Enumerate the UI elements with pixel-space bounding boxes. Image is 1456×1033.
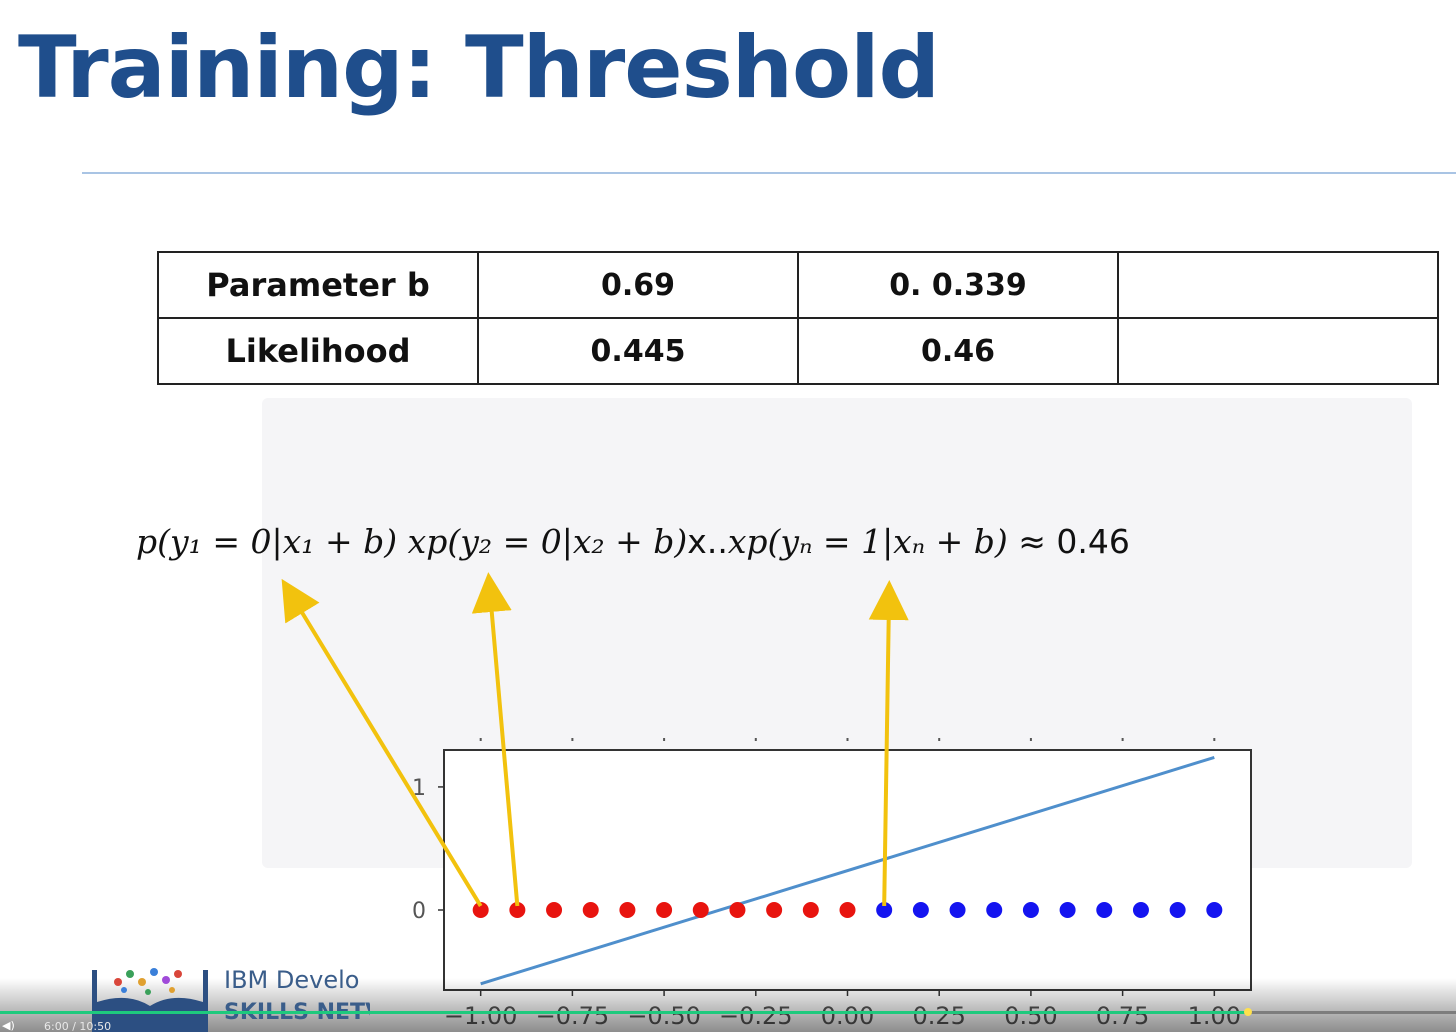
class-1-point bbox=[1132, 902, 1149, 918]
class-1-point bbox=[1059, 902, 1076, 918]
table-row-parameter: Parameter b 0.69 0. 0.339 bbox=[157, 251, 1439, 319]
x-tick-label: −0.75 bbox=[536, 1002, 610, 1030]
class-0-point bbox=[656, 902, 673, 918]
annotation-arrow bbox=[471, 572, 520, 907]
model-line bbox=[480, 755, 1215, 986]
x-tick-label: −1.00 bbox=[444, 1002, 518, 1030]
class-0-point bbox=[839, 902, 856, 918]
table-cell: 0.69 bbox=[477, 251, 799, 319]
skills-network-logo-icon bbox=[92, 968, 208, 1032]
table-cell: 0. 0.339 bbox=[797, 251, 1119, 319]
class-1-point bbox=[1022, 902, 1039, 918]
video-controls-overlay bbox=[0, 978, 1456, 1032]
table-cell-label: Parameter b bbox=[157, 251, 479, 319]
table-cell bbox=[1117, 317, 1439, 385]
class-0-point bbox=[546, 902, 563, 918]
table-row-likelihood: Likelihood 0.445 0.46 bbox=[157, 317, 1439, 385]
class-1-point bbox=[986, 902, 1003, 918]
x-tick-label: 0.00 bbox=[821, 1002, 874, 1030]
equation-term-2: xp(y₂ = 0|x₂ + b) bbox=[407, 522, 688, 561]
title-divider bbox=[82, 172, 1456, 174]
class-0-point bbox=[766, 902, 783, 918]
x-tick-label: −0.50 bbox=[627, 1002, 701, 1030]
equation-term-1: p(y₁ = 0|x₁ + b) bbox=[136, 522, 398, 561]
annotation-arrow bbox=[281, 578, 483, 908]
class-0-point bbox=[472, 902, 489, 918]
class-1-point bbox=[1169, 902, 1186, 918]
class-0-point bbox=[619, 902, 636, 918]
x-tick-label: 0.50 bbox=[1004, 1002, 1057, 1030]
class-0-point bbox=[692, 902, 709, 918]
y-tick-label: 1 bbox=[412, 776, 426, 801]
video-playhead[interactable] bbox=[1243, 1008, 1252, 1016]
class-1-point bbox=[949, 902, 966, 918]
equation-result: ≈ 0.46 bbox=[1018, 522, 1130, 561]
class-0-point bbox=[582, 902, 599, 918]
x-tick-label: 0.25 bbox=[912, 1002, 965, 1030]
table-cell-label: Likelihood bbox=[157, 317, 479, 385]
equation-term-3: xp(yₙ = 1|xₙ + b) bbox=[727, 522, 1008, 561]
likelihood-equation: p(y₁ = 0|x₁ + b) xp(y₂ = 0|x₂ + b)x..xp(… bbox=[136, 522, 1130, 561]
x-tick-label: 1.00 bbox=[1188, 1002, 1241, 1030]
class-1-point bbox=[1206, 902, 1223, 918]
equation-joiner: x.. bbox=[687, 522, 728, 561]
class-0-point bbox=[729, 902, 746, 918]
video-time: 6:00 / 10:50 bbox=[44, 1020, 112, 1033]
table-cell: 0.445 bbox=[477, 317, 799, 385]
x-tick-label: −0.25 bbox=[719, 1002, 793, 1030]
class-0-point bbox=[802, 902, 819, 918]
slide-title: Training: Threshold bbox=[18, 18, 940, 118]
parameter-table: Parameter b 0.69 0. 0.339 Likelihood 0.4… bbox=[157, 251, 1439, 385]
x-tick-label: 0.75 bbox=[1096, 1002, 1149, 1030]
video-progress-played bbox=[0, 1011, 1248, 1014]
brand-name-line-1: IBM Develo bbox=[224, 966, 360, 994]
class-0-point bbox=[509, 902, 526, 918]
class-1-point bbox=[912, 902, 929, 918]
class-1-point bbox=[1096, 902, 1113, 918]
table-cell: 0.46 bbox=[797, 317, 1119, 385]
annotation-arrow bbox=[868, 580, 909, 907]
y-tick-label: 0 bbox=[412, 899, 426, 924]
table-cell bbox=[1117, 251, 1439, 319]
volume-icon[interactable]: ◀) bbox=[2, 1019, 15, 1032]
class-1-point bbox=[876, 902, 893, 918]
